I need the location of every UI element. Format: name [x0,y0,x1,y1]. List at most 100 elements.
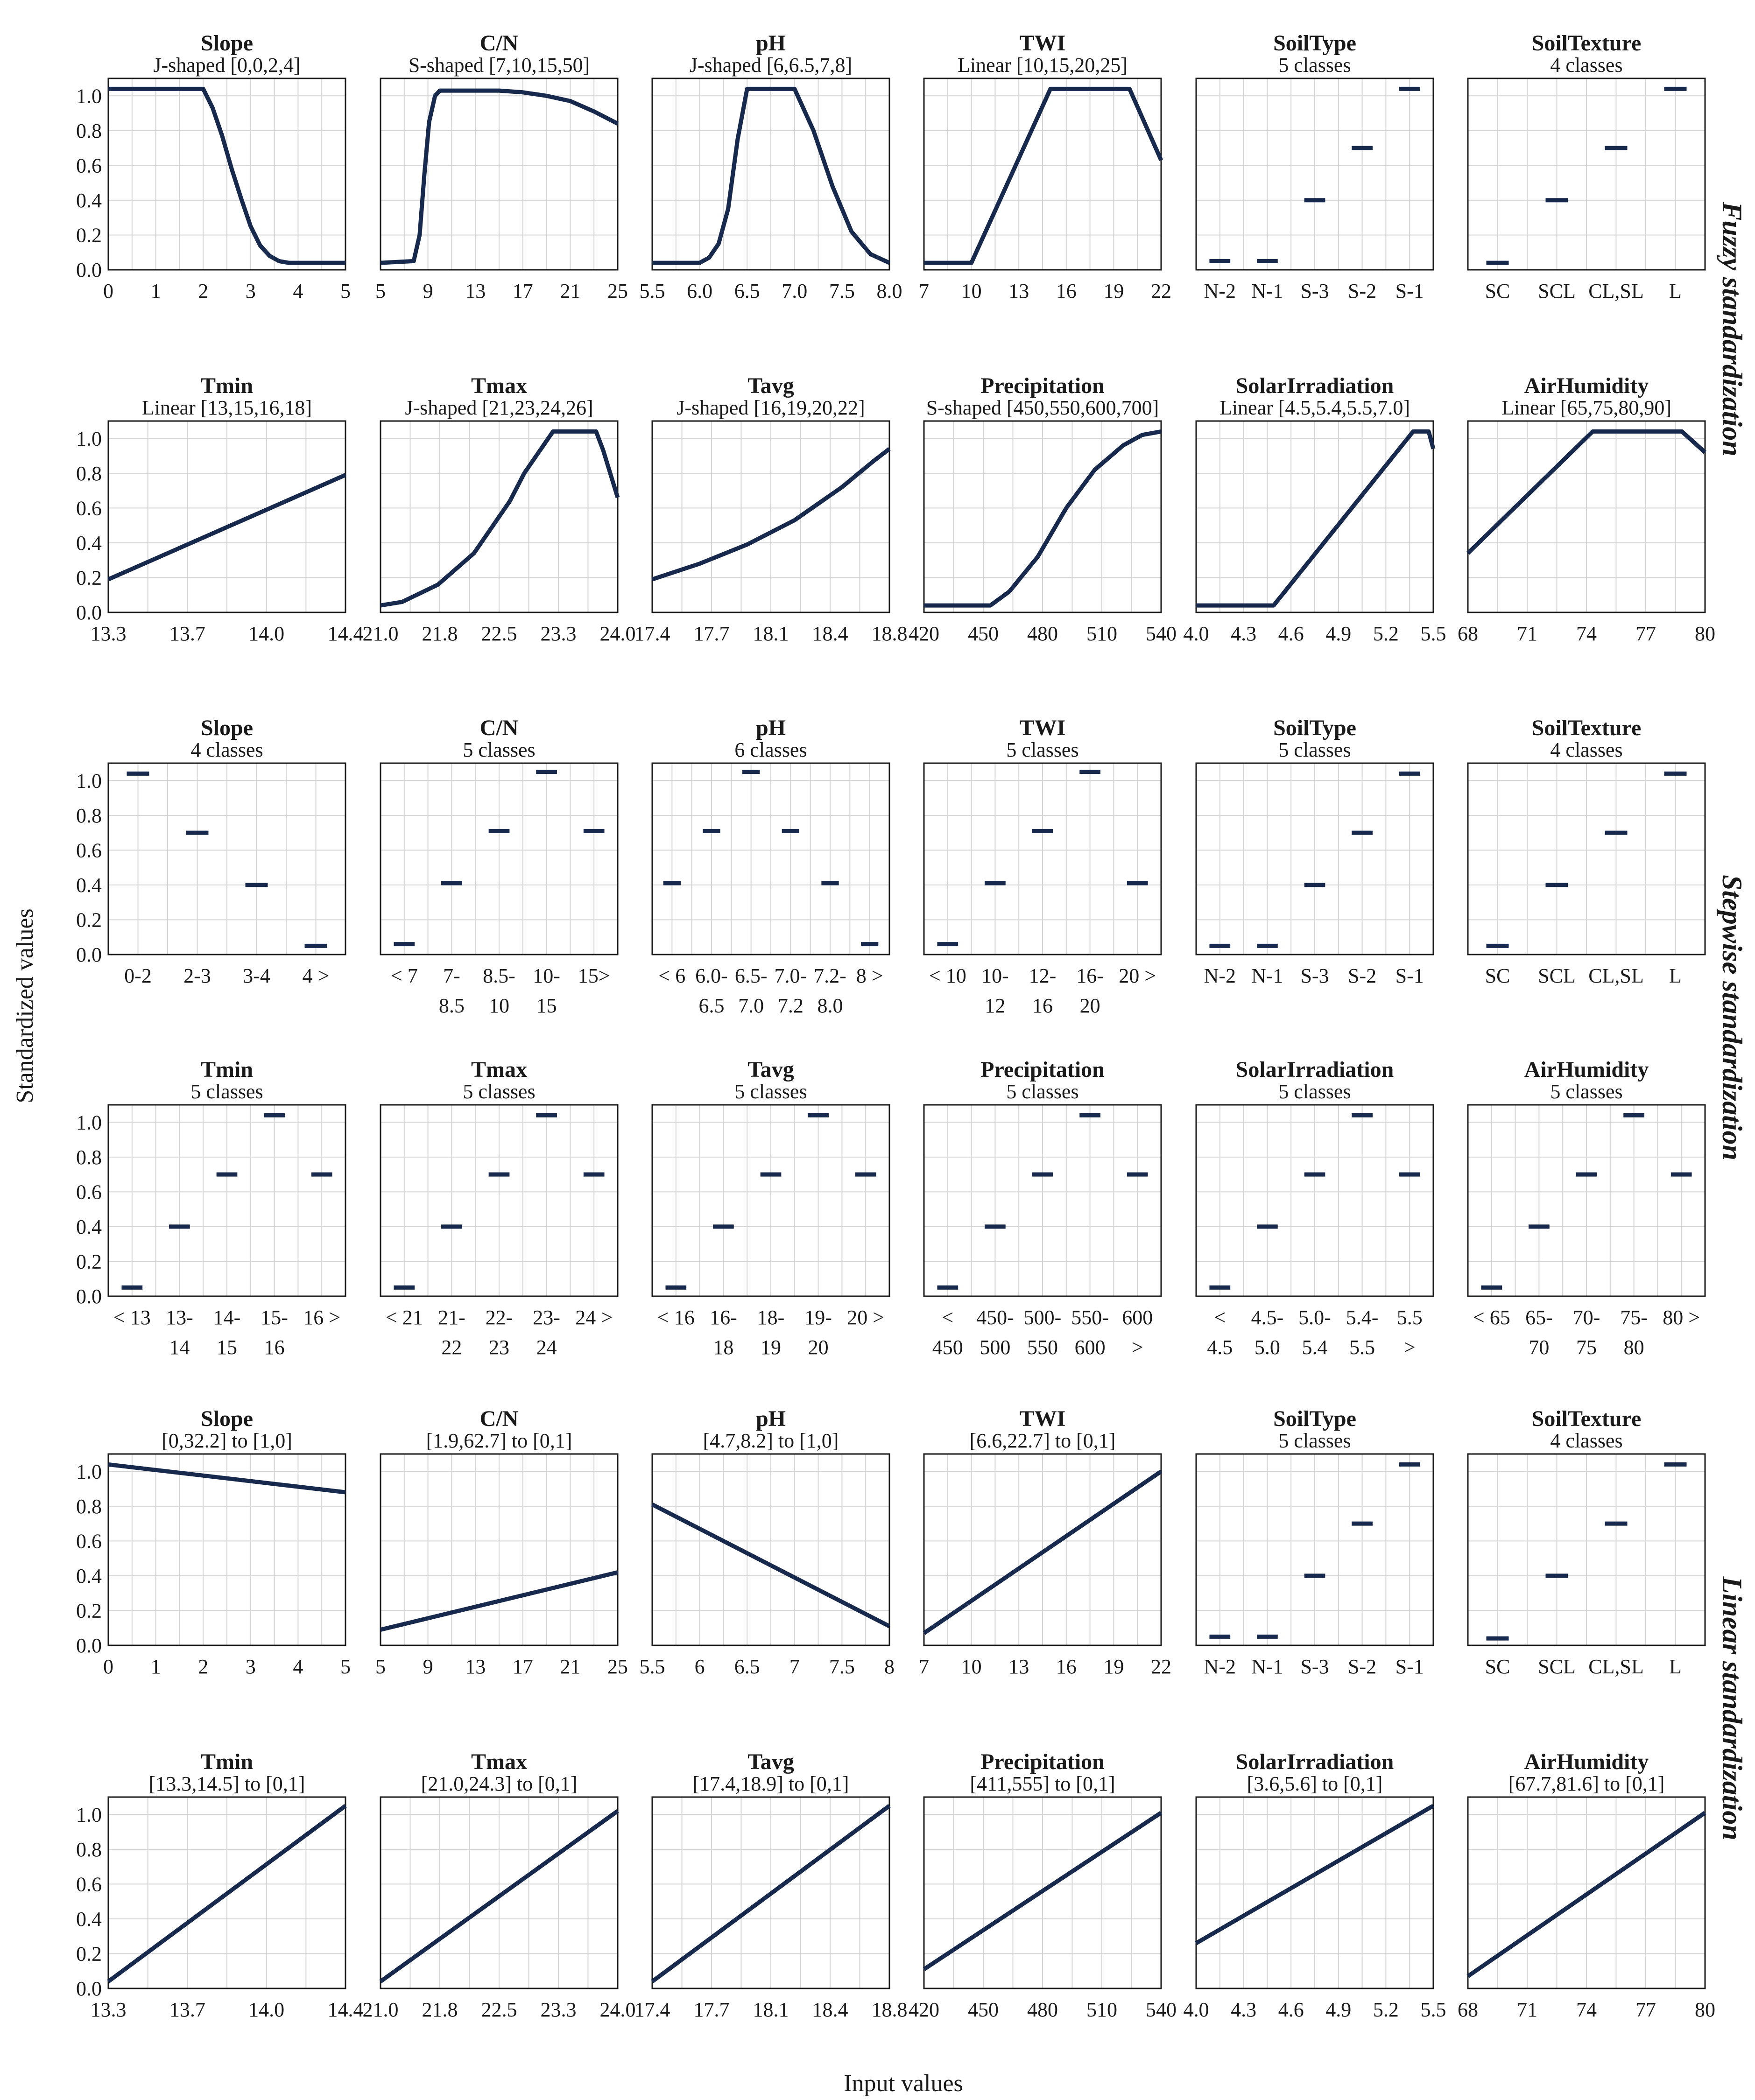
chart-title: Slope [201,716,253,740]
x-tick-label: 5.5 [1397,1306,1423,1329]
plot-frame [1195,1453,1434,1646]
y-tick-label: 0.2 [76,1599,102,1622]
y-tick-label: 0.8 [76,462,102,485]
x-tick-label: 8 > [856,964,883,987]
x-tick-label: 24 > [575,1306,613,1329]
chart-title: Tavg [747,1749,794,1774]
chart-subtitle: 4 classes [1550,1429,1622,1452]
x-tick-label: 7.5 [829,280,855,302]
x-tick-label: 18 [713,1336,733,1359]
x-tick-label: 10- [981,964,1009,987]
x-tick-label: 4 [293,1655,303,1678]
x-tick-label: 17.7 [694,1998,730,2021]
plot-frame [923,1453,1162,1646]
plot-frame [651,1453,890,1646]
x-tick-label: 23.3 [541,622,577,645]
chart-subtitle: [0,32.2] to [1,0] [162,1429,292,1452]
chart-panel: pH[4.7,8.2] to [1,0] 5.5 6 6.5 7 7.5 8 [640,1406,895,1678]
y-tick-label: 1.0 [76,1803,102,1826]
series-line [107,473,346,582]
series-line [923,1811,1163,1971]
x-tick-label: 6.5 [734,1655,760,1678]
x-tick-label: N-1 [1251,964,1283,987]
plot-frame [923,420,1162,613]
y-tick-label: 0.2 [76,1942,102,1965]
x-tick-label: 4.6 [1278,1998,1304,2021]
x-tick-label: 17 [513,280,533,302]
series-line [923,1469,1163,1635]
x-tick-label: 13.7 [169,1998,205,2021]
chart-title: SoilTexture [1532,1406,1642,1431]
plot-frame [923,1796,1162,1989]
y-tick-label: 0.4 [76,874,102,897]
x-tick-label: 12 [985,994,1005,1017]
x-tick-label: 7 [919,1655,929,1678]
x-tick-label: 4.5- [1251,1306,1284,1329]
x-tick-label: 5 [375,1655,386,1678]
x-tick-label: 7.2 [778,994,803,1017]
y-tick-label: 0.4 [76,532,102,555]
x-tick-label: 14- [213,1306,241,1329]
x-tick-label: 80 [1624,1336,1644,1359]
x-tick-label: 24.0 [600,622,636,645]
x-tick-label: 5.2 [1373,622,1399,645]
x-tick-label: 7.0 [738,994,764,1017]
chart-title: Tmax [471,1749,527,1774]
plot-frame [107,420,346,613]
x-tick-label: 6.0 [687,280,712,302]
plot-frame [107,1796,346,1989]
chart-subtitle: [17.4,18.9] to [0,1] [693,1772,849,1795]
chart-title: SolarIrradiation [1236,1749,1394,1774]
x-tick-label: 74 [1576,622,1597,645]
chart-panel: SolarIrradiation[3.6,5.6] to [0,1] 4.0 4.3… [1184,1749,1446,2021]
chart-subtitle: Linear [65,75,80,90] [1501,396,1671,419]
chart-panel: C/N[1.9,62.7] to [0,1] 5 9 13 17 21 25 [375,1406,628,1678]
chart-subtitle: [3.6,5.6] to [0,1] [1247,1772,1383,1795]
chart-subtitle: [21.0,24.3] to [0,1] [421,1772,578,1795]
x-tick-label: SC [1485,1655,1510,1678]
x-tick-label: 3 [246,1655,256,1678]
x-tick-label: 6.5- [735,964,768,987]
x-tick-label: 75 [1576,1336,1597,1359]
x-tick-label: 7.2- [814,964,846,987]
x-tick-label: 2 [198,1655,208,1678]
chart-subtitle: S-shaped [7,10,15,50] [409,54,590,77]
chart-title: SoilType [1273,1406,1356,1431]
chart-subtitle: 5 classes [734,1080,807,1103]
chart-panel: pH6 classes < 6 6.0- 6.5 6.5- 7.0 7.0- 7.2 7.2- 8… [651,716,890,1017]
plot-frame [1467,1796,1706,1989]
block-label-stepwise: Stepwise standardization [1717,875,1748,1160]
plot-frame [923,1104,1162,1297]
chart-title: Tavg [747,373,794,398]
chart-subtitle: [4.7,8.2] to [1,0] [703,1429,839,1452]
x-tick-label: L [1669,280,1682,302]
x-tick-label: 5.5 [1421,1998,1446,2021]
chart-title: AirHumidity [1524,1749,1649,1774]
x-tick-label: 21.0 [363,622,399,645]
x-tick-label: 600 [1075,1336,1106,1359]
chart-subtitle: 4 classes [1550,54,1622,77]
x-tick-label: 77 [1635,1998,1656,2021]
x-tick-label: 550- [1071,1306,1109,1329]
x-tick-label: SC [1485,280,1510,302]
x-tick-label: 420 [909,1998,939,2021]
block-label-linear: Linear standardization [1717,1576,1748,1840]
chart-title: C/N [480,31,519,56]
chart-subtitle: 5 classes [190,1080,263,1103]
x-tick-label: 21 [560,1655,580,1678]
x-tick-label: 6.0- [695,964,728,987]
x-tick-label: 17.4 [634,1998,670,2021]
x-tick-label: 10 [961,1655,982,1678]
x-tick-label: 22 [1151,280,1171,302]
chart-panel: Tmax[21.0,24.3] to [0,1] 21.0 21.8 22.5 23.3… [363,1749,636,2021]
y-tick-label: 0.0 [76,259,102,281]
y-tick-label: 0.6 [76,1180,102,1203]
x-tick-label: 13- [166,1306,193,1329]
x-tick-label: N-2 [1204,1655,1236,1678]
chart-subtitle: S-shaped [450,550,600,700] [926,396,1159,419]
x-tick-label: 22 [441,1336,462,1359]
x-tick-label: 14.4 [328,1998,364,2021]
